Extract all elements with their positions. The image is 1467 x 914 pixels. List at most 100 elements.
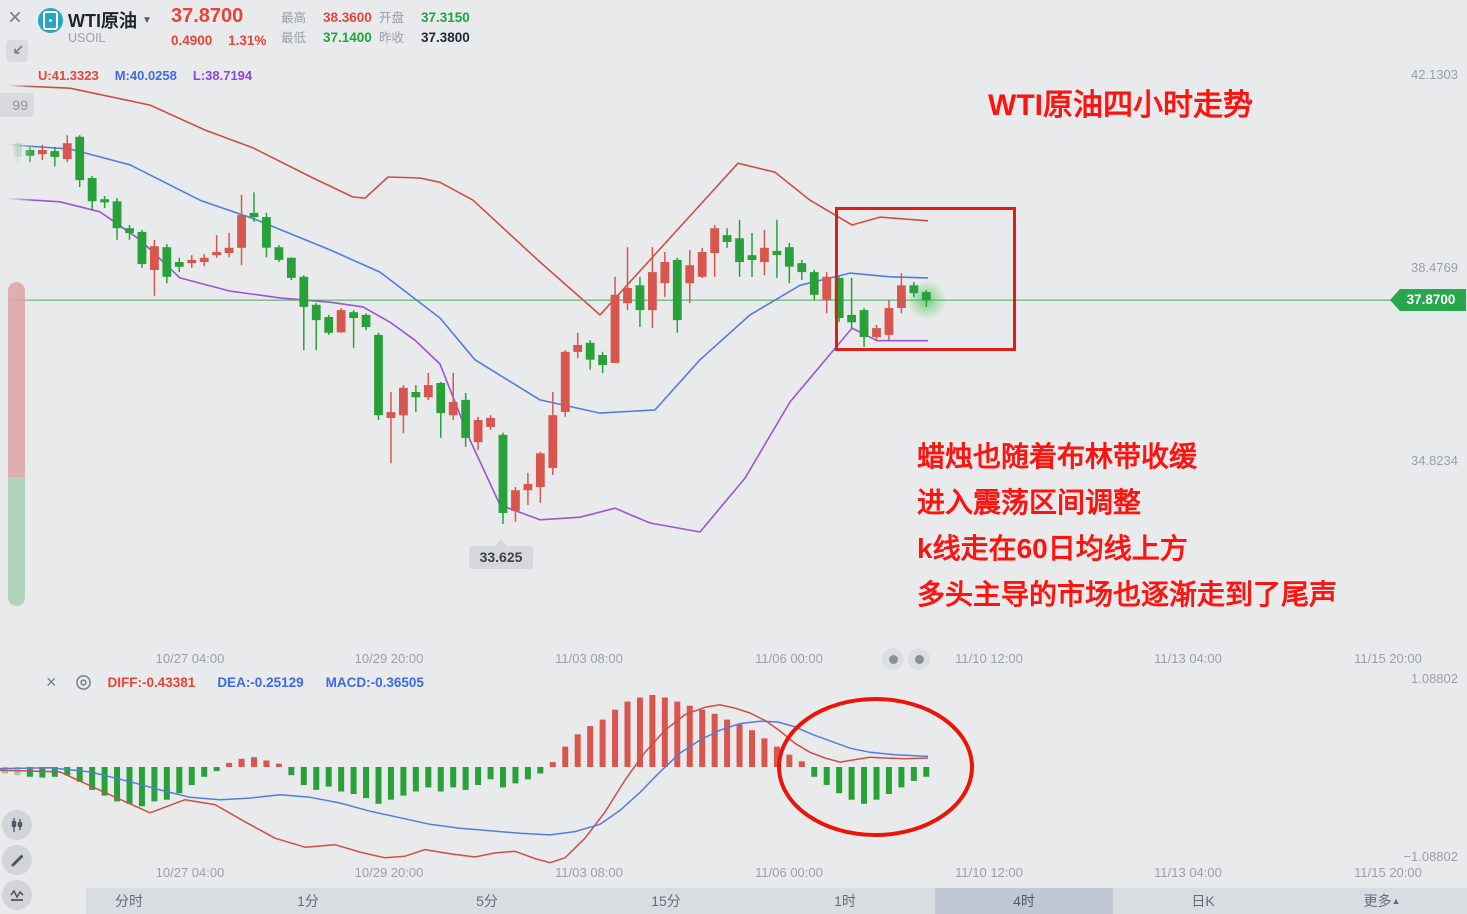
time-axis-label: 10/29 20:00 bbox=[354, 865, 424, 880]
boll-value: L:38.7194 bbox=[192, 68, 253, 83]
dot-icon bbox=[914, 654, 924, 664]
candlestick-style-button[interactable] bbox=[2, 810, 32, 840]
macd-hist-bar bbox=[736, 724, 743, 767]
macd-hist-bar bbox=[612, 709, 619, 767]
boll-middle-line bbox=[0, 143, 929, 414]
macd-axis-label: 1.08802 bbox=[1411, 671, 1458, 686]
price-axis-label: 42.1303 bbox=[1411, 67, 1458, 82]
stat-value: 37.3800 bbox=[421, 30, 470, 45]
timeframe-tab-6[interactable]: 4时 bbox=[935, 888, 1113, 914]
time-axis-label: 10/27 04:00 bbox=[155, 865, 225, 880]
macd-hist-bar bbox=[263, 760, 270, 767]
macd-hist-bar bbox=[587, 726, 594, 767]
macd-hist-bar bbox=[487, 767, 494, 780]
candle-body bbox=[672, 259, 682, 321]
candle-body bbox=[324, 317, 334, 333]
stat-value: 37.3150 bbox=[421, 10, 470, 25]
stat-label: 最低 bbox=[281, 31, 307, 45]
candle-body bbox=[399, 387, 408, 416]
candle-body bbox=[921, 292, 931, 300]
candle-body bbox=[710, 228, 720, 253]
time-axis-label: 11/10 12:00 bbox=[955, 865, 1023, 880]
candle-body bbox=[598, 355, 607, 365]
macd-hist-bar bbox=[101, 767, 108, 796]
time-axis-label: 11/03 08:00 bbox=[555, 651, 623, 666]
candle-body bbox=[361, 314, 371, 327]
time-axis-label: 11/03 08:00 bbox=[555, 865, 623, 880]
candle-body bbox=[25, 150, 35, 156]
candle-body bbox=[423, 385, 433, 398]
timeframe-tab-3[interactable]: 5分 bbox=[476, 893, 498, 909]
annotation-text-block: 蜡烛也随着布林带收缓 进入震荡区间调整 k线走在60日均线上方 多头主导的市场也逐渐走… bbox=[917, 434, 1337, 618]
time-axis-label: 10/29 20:00 bbox=[354, 651, 424, 666]
timeframe-tab-2[interactable]: 1分 bbox=[297, 893, 319, 909]
symbol-selector[interactable]: WTI原油 ▼ bbox=[68, 7, 152, 33]
boll-indicator-values: U:41.3323 M:40.0258 L:38.7194 bbox=[38, 67, 268, 85]
timeframe-tab-1[interactable]: 分时 bbox=[115, 893, 143, 909]
candle-body bbox=[0, 150, 10, 181]
time-axis-label: 11/13 04:00 bbox=[1154, 651, 1222, 666]
triangle-up-icon: ▲ bbox=[1391, 896, 1401, 906]
candle-body bbox=[436, 383, 446, 414]
macd-hist-bar bbox=[39, 767, 46, 778]
scroll-left-button[interactable] bbox=[882, 648, 904, 670]
time-axis-label: 11/10 12:00 bbox=[955, 651, 1023, 666]
annotation-line: 多头主导的市场也逐渐走到了尾声 bbox=[917, 579, 1338, 610]
collapse-arrows-icon bbox=[14, 45, 23, 54]
time-axis-label: 11/15 20:00 bbox=[1354, 865, 1422, 880]
lowest-price-label: 33.625 bbox=[469, 546, 533, 569]
macd-hist-bar bbox=[226, 762, 233, 767]
macd-close-icon[interactable]: × bbox=[46, 672, 57, 692]
draw-tool-button[interactable] bbox=[2, 845, 32, 875]
candle-body bbox=[610, 294, 620, 363]
macd-hist-bar bbox=[387, 767, 394, 800]
macd-hist-bar bbox=[64, 767, 71, 776]
macd-settings-icon[interactable] bbox=[75, 674, 92, 691]
sentiment-buy-segment bbox=[8, 477, 25, 606]
macd-hist-bar bbox=[475, 767, 482, 785]
candle-body bbox=[224, 247, 234, 254]
close-icon[interactable]: × bbox=[8, 4, 23, 31]
indicator-button[interactable] bbox=[2, 880, 32, 910]
scroll-right-button[interactable] bbox=[908, 648, 930, 670]
candle-body bbox=[448, 402, 458, 416]
candle-body bbox=[847, 314, 856, 323]
candle-body bbox=[336, 310, 346, 333]
macd-hist-bar bbox=[288, 767, 295, 776]
timeframe-tab-5[interactable]: 1时 bbox=[834, 893, 856, 909]
candle-body bbox=[511, 490, 520, 511]
timeframe-tab-8[interactable]: 更多▲ bbox=[1363, 893, 1401, 909]
macd-indicator-value: MACD:-0.36505 bbox=[325, 674, 424, 690]
stat-value: 38.3600 bbox=[323, 10, 372, 25]
candle-body bbox=[174, 262, 184, 267]
timeframe-tab-4[interactable]: 15分 bbox=[651, 893, 681, 909]
macd-hist-bar bbox=[512, 767, 519, 784]
candle-body bbox=[560, 351, 570, 412]
timeframe-tab-7[interactable]: 日K bbox=[1191, 893, 1215, 909]
candle-body bbox=[262, 217, 271, 248]
macd-hist-bar bbox=[114, 767, 121, 802]
collapse-chart-button[interactable] bbox=[6, 40, 28, 62]
time-axis-mid: 10/27 04:00 10/29 20:00 11/03 08:00 11/06 0… bbox=[0, 651, 1467, 667]
left-axis-price-pill: 99 bbox=[0, 93, 34, 117]
time-axis-label: 10/27 04:00 bbox=[155, 651, 225, 666]
change-percent: 1.31% bbox=[228, 33, 267, 48]
macd-hist-bar bbox=[574, 734, 581, 767]
macd-hist-bar bbox=[462, 767, 469, 790]
candle-body bbox=[150, 246, 159, 270]
macd-hist-bar bbox=[300, 767, 307, 785]
macd-hist-bar bbox=[450, 767, 457, 788]
candle-body bbox=[87, 178, 97, 202]
stat-row: 开盘 37.3150 bbox=[379, 7, 470, 27]
candle-body bbox=[784, 247, 794, 267]
candle-body bbox=[523, 483, 533, 491]
annotation-title: WTI原油四小时走势 bbox=[988, 89, 1253, 122]
candle-body bbox=[872, 328, 881, 338]
macd-axis-label: −1.08802 bbox=[1403, 849, 1458, 864]
candle-body bbox=[735, 238, 744, 263]
candle-body bbox=[299, 276, 309, 307]
candle-body bbox=[37, 150, 47, 155]
macd-hist-bar bbox=[500, 767, 506, 788]
macd-hist-bar bbox=[649, 695, 656, 767]
macd-hist-bar bbox=[188, 767, 195, 785]
